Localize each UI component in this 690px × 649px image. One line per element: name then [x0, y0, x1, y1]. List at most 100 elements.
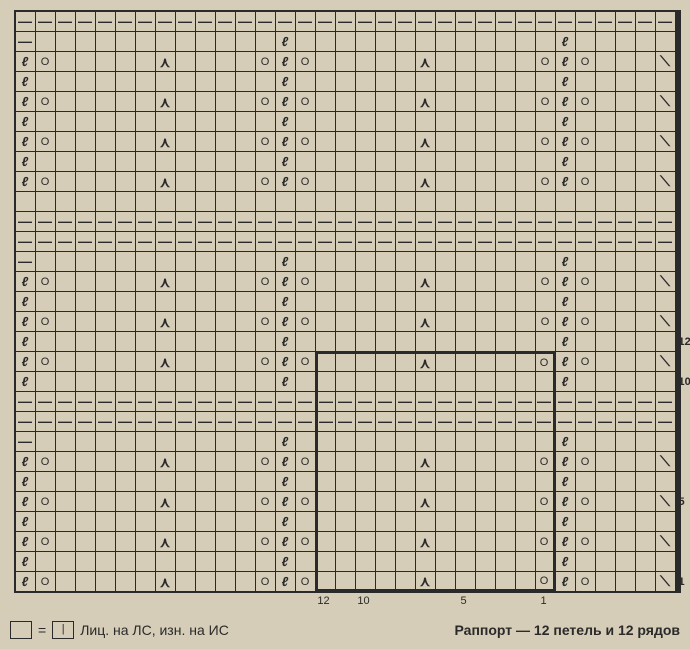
chart-cell — [316, 372, 335, 391]
col-label — [494, 595, 514, 607]
chart-cell — [636, 472, 655, 491]
chart-cell — [456, 432, 475, 451]
chart-cell — [636, 572, 655, 591]
chart-cell — [76, 532, 95, 551]
chart-cell — [396, 392, 415, 411]
chart-cell — [136, 232, 155, 251]
chart-cell — [616, 192, 635, 211]
chart-cell — [216, 52, 235, 71]
chart-cell — [16, 372, 35, 391]
chart-cell — [296, 412, 315, 431]
chart-cell — [596, 372, 615, 391]
chart-cell — [216, 512, 235, 531]
chart-cell — [596, 112, 615, 131]
chart-cell — [496, 292, 515, 311]
chart-cell — [436, 312, 455, 331]
chart-cell — [556, 472, 575, 491]
chart-cell — [616, 412, 635, 431]
chart-cell — [316, 352, 335, 371]
chart-cell — [76, 352, 95, 371]
chart-cell — [216, 172, 235, 191]
chart-cell — [636, 252, 655, 271]
chart-cell — [256, 492, 275, 511]
chart-cell — [636, 132, 655, 151]
chart-cell — [116, 412, 135, 431]
chart-cell — [516, 572, 535, 591]
col-label — [594, 595, 614, 607]
chart-cell — [36, 532, 55, 551]
chart-cell — [616, 472, 635, 491]
chart-cell — [576, 292, 595, 311]
chart-cell — [616, 212, 635, 231]
chart-cell — [356, 292, 375, 311]
chart-cell — [236, 192, 255, 211]
chart-cell — [116, 312, 135, 331]
chart-cell — [216, 12, 235, 31]
chart-cell — [36, 552, 55, 571]
chart-cell — [276, 552, 295, 571]
chart-cell — [256, 192, 275, 211]
chart-cell — [436, 272, 455, 291]
chart-cell — [616, 172, 635, 191]
chart-cell — [236, 452, 255, 471]
chart-cell — [116, 532, 135, 551]
chart-cell — [256, 52, 275, 71]
chart-cell — [116, 192, 135, 211]
chart-cell — [236, 112, 255, 131]
chart-cell — [416, 532, 435, 551]
chart-cell — [336, 532, 355, 551]
chart-cell — [516, 72, 535, 91]
chart-cell — [396, 92, 415, 111]
chart-cell — [376, 412, 395, 431]
chart-cell — [276, 452, 295, 471]
chart-cell — [236, 292, 255, 311]
chart-cell — [416, 412, 435, 431]
chart-cell — [576, 572, 595, 591]
chart-cell — [596, 432, 615, 451]
chart-cell — [436, 252, 455, 271]
chart-cell — [436, 232, 455, 251]
chart-cell — [296, 212, 315, 231]
chart-cell — [316, 332, 335, 351]
chart-cell — [656, 452, 675, 471]
chart-cell — [396, 412, 415, 431]
chart-cell — [436, 152, 455, 171]
chart-cell — [496, 72, 515, 91]
chart-cell — [116, 272, 135, 291]
chart-cell — [256, 232, 275, 251]
chart-cell — [456, 212, 475, 231]
chart-cell — [476, 552, 495, 571]
chart-cell — [636, 92, 655, 111]
chart-cell — [476, 412, 495, 431]
chart-cell — [496, 172, 515, 191]
chart-cell — [136, 52, 155, 71]
chart-cell — [636, 372, 655, 391]
chart-cell — [456, 452, 475, 471]
chart-cell — [496, 472, 515, 491]
chart-cell — [56, 52, 75, 71]
chart-cell — [376, 392, 395, 411]
chart-cell — [436, 172, 455, 191]
chart-cell — [356, 572, 375, 591]
chart-cell — [576, 12, 595, 31]
chart-cell — [56, 172, 75, 191]
chart-cell — [636, 512, 655, 531]
chart-cell — [316, 412, 335, 431]
chart-cell — [356, 212, 375, 231]
chart-cell — [236, 52, 255, 71]
chart-cell — [276, 172, 295, 191]
chart-cell — [216, 452, 235, 471]
chart-cell — [56, 432, 75, 451]
col-label — [54, 595, 74, 607]
chart-cell — [516, 432, 535, 451]
chart-cell — [316, 292, 335, 311]
chart-cell — [56, 12, 75, 31]
chart-cell — [516, 352, 535, 371]
chart-cell — [376, 92, 395, 111]
chart-cell — [176, 232, 195, 251]
chart-cell — [16, 512, 35, 531]
chart-cell — [616, 452, 635, 471]
chart-cell — [356, 172, 375, 191]
chart-cell — [556, 532, 575, 551]
chart-cell — [336, 272, 355, 291]
